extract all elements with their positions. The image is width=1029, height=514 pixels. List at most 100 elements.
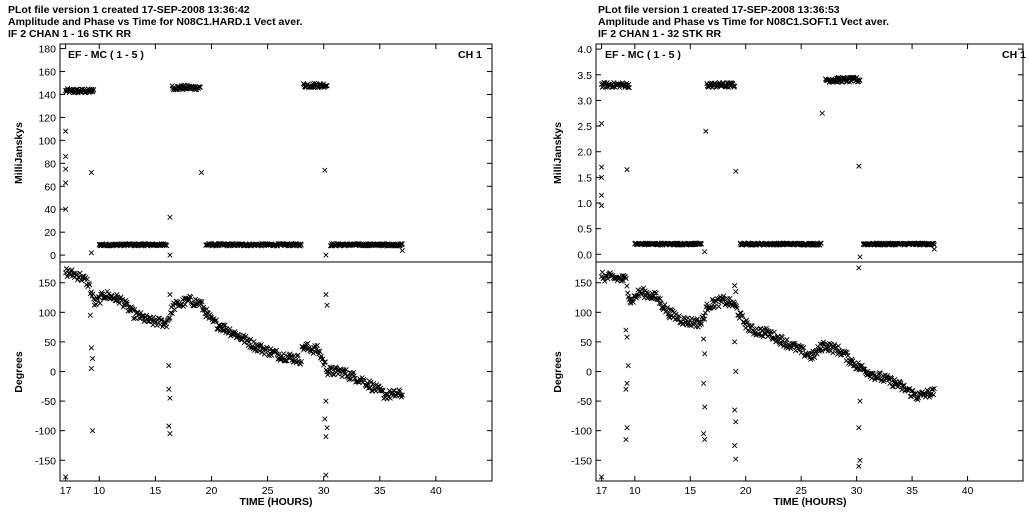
data-point [739,312,746,319]
data-point [598,474,605,480]
data-point [830,350,836,356]
phase-tick-label: 100 [38,307,56,319]
time-tick-label: 20 [740,485,752,497]
data-point [166,386,172,392]
channel-label: CH 1 [458,49,482,61]
data-point [325,369,332,375]
data-point [857,254,863,260]
data-point [166,423,172,429]
amplitude-tick-label: 140 [38,89,56,101]
phase-tick-label: 50 [580,337,592,349]
data-point [167,431,173,437]
data-point [350,369,356,376]
time-tick-label: 30 [318,485,330,497]
data-point [931,386,937,392]
data-point [777,341,784,348]
data-point [760,333,766,340]
data-point [663,308,670,314]
data-point [856,163,862,169]
data-point [899,387,905,393]
time-tick-label: 30 [851,485,863,497]
data-point [248,336,254,342]
data-point [288,354,294,361]
data-point [819,348,825,354]
amplitude-tick-label: 1.5 [577,172,592,184]
data-point [733,168,739,174]
phase-axis-title: Degrees [13,351,25,393]
data-point [859,362,865,368]
data-point [227,326,233,332]
data-point [167,252,173,258]
phase-tick-label: -50 [41,396,56,408]
data-point [167,291,173,298]
time-axis-title: TIME (HOURS) [240,496,313,508]
data-point [655,295,662,301]
data-point [343,367,349,373]
data-point [314,342,320,349]
data-point [169,310,175,316]
amplitude-tick-label: 160 [38,67,56,79]
phase-tick-label: -50 [577,396,592,408]
data-point [62,180,69,186]
phase-tick-label: 150 [574,278,592,290]
data-point [734,305,740,311]
amplitude-tick-label: 20 [44,227,56,239]
data-point [931,242,937,248]
data-point [323,291,329,298]
data-point [733,304,739,310]
chart-header-line-2: Amplitude and Phase vs Time for N08C1.HA… [8,16,303,28]
data-point [827,340,833,347]
phase-tick-label: -150 [571,455,592,467]
amplitude-panel-frame [59,43,493,263]
data-point [88,365,95,372]
data-point [345,375,352,381]
data-point [142,317,148,324]
data-point [680,321,686,327]
data-point [339,374,345,380]
data-point [930,386,936,392]
data-point [182,301,188,308]
data-point [744,320,750,326]
data-point [792,340,798,346]
data-point [844,349,850,356]
data-point [664,305,670,311]
data-point [732,283,738,289]
amplitude-tick-label: 0.0 [577,249,592,261]
data-point [284,357,290,364]
data-point [732,339,738,345]
data-point [88,169,95,176]
data-point [624,380,630,386]
data-point [634,293,640,299]
data-point [198,169,205,176]
data-point [331,372,337,378]
amplitude-axis-title: MilliJanskys [13,122,25,184]
data-point [598,120,605,127]
data-point [702,404,708,410]
data-point [931,240,937,247]
data-point [857,457,863,463]
data-point [90,88,96,94]
data-point [203,314,209,320]
data-point [104,289,110,295]
data-point [602,278,608,284]
phase-tick-label: 0 [50,367,56,379]
phase-panel-frame [595,261,1024,482]
data-point [79,278,85,284]
data-point [298,242,304,248]
data-point [732,83,738,89]
data-point [931,246,937,252]
data-point [716,303,722,310]
data-point [630,299,636,305]
data-point [197,84,203,90]
time-tick-label: 10 [93,485,105,497]
data-point [97,300,103,306]
channel-label: CH 1 [1002,49,1026,61]
data-point [658,300,664,307]
data-point [131,315,137,322]
data-point [701,316,708,322]
data-point [771,329,777,335]
data-point [323,398,329,404]
amplitude-tick-label: 40 [44,204,56,216]
time-tick-label: 35 [906,485,918,497]
